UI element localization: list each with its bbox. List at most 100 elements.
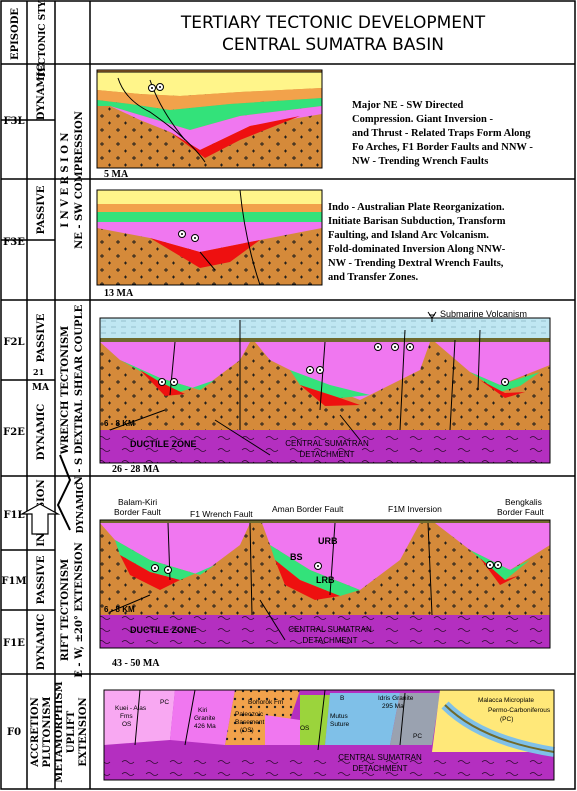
dynamic-arrow [19,454,72,535]
f0-malacca-line1: Malacca Microplate [478,697,534,704]
regime-f0-metamorphism: METAMORPHISM [54,681,65,782]
page-title-line2: CENTRAL SUMATRA BASIN [222,35,444,55]
style-f1e: DYNAMIC [36,614,47,670]
episode-label-f1l: F1L [3,510,24,521]
style-f3l: DYNAMIC [36,64,47,120]
f0-mutus-line1: Mutus [330,713,348,720]
desc-f3l-line1: Major NE - SW Directed [352,100,464,111]
style-ma: MA [32,383,50,393]
f0-paleo-line3: (OS) [240,727,254,734]
f0-malacca-line3: (PC) [500,716,513,723]
f2-ductile-zone: DUCTILE ZONE [130,439,197,449]
desc-f3e-line3: Faulting, and Island Arc Volcanism. [328,230,489,241]
f2-detachment-line1: CENTRAL SUMATRAN [285,439,369,448]
f1-f1m-inversion: F1M Inversion [388,504,442,514]
regime-f0-extension: EXTENSION [78,697,89,766]
section-f3l [96,69,323,169]
style-f2e: DYNAMIC [36,404,47,460]
f0-kuei-line2: Fms [120,713,133,720]
f0-paleo-line2: Basement [235,719,264,726]
f2-detachment-line2: DETACHMENT [300,450,355,459]
desc-f3e-line2: Initiate Barisan Subduction, Transform [328,216,506,227]
episode-label-f3e: F3E [3,237,25,248]
regime-f0-accretion: ACCRETION [30,697,41,768]
f1-balam-kiri-line1: Balam-Kiri [118,497,157,507]
f0-detachment-line1: CENTRAL SUMATRAN [338,753,422,762]
volcano-icon [427,311,437,322]
f0-kiri-line2: Granite [194,715,216,722]
episode-label-f1m: F1M [1,576,26,587]
f1-aman-border-fault: Aman Border Fault [272,504,344,514]
f0-pc1: PC [160,699,169,706]
desc-f3e-line6: and Transfer Zones. [328,272,419,283]
f0-kuei-line1: Kuei - Alas [115,705,147,712]
section-f2 [99,311,551,464]
desc-f3e-line4: Fold-dominated Inversion Along NNW- [328,244,506,255]
column-header-episode: EPISODE [10,8,21,60]
section-f3e [96,189,323,286]
f1-detachment-line1: CENTRAL SUMATRAN [288,625,372,634]
age-f1: 43 - 50 MA [112,658,160,669]
f0-kuei-line3: OS [122,721,132,728]
episode-label-f0: F0 [7,727,21,738]
f0-kiri-line1: Kiri [198,707,207,714]
f0-malacca-line2: Permo-Carboniferous [488,707,551,714]
desc-f3l-line2: Compression. Giant Inversion - [352,114,493,125]
desc-f3l-line5: NW - Trending Wrench Faults [352,156,488,167]
section-f1 [99,519,551,649]
f0-paleo-line1: Paleozoic [235,711,264,718]
age-f2: 26 - 28 MA [112,464,160,475]
age-f3l: 5 MA [104,169,129,180]
f0-b: B [340,695,344,702]
f0-pc2: PC [413,733,422,740]
desc-f3l-line3: and Thrust - Related Traps Form Along [352,128,531,139]
f0-idris-line2: 295 Ma [382,703,404,710]
regime-ew-extension: E - W, ±20° EXTENSION [74,542,85,677]
episode-label-f2l: F2L [3,337,24,348]
regime-f0-plutonism: PLUTONISM [42,697,53,768]
f1-lrb-label: LRB [316,575,335,585]
column-header-tectonic-style: TECTONIC STYLE [38,0,48,78]
style-ma21: 21 [33,367,44,377]
f0-bohorok: Bohorok Fm [248,699,283,706]
f1-bengkalis-line2: Border Fault [497,507,544,517]
f0-idris-line1: Idris Granite [378,695,414,702]
desc-f3e-line1: Indo - Australian Plate Reorganization. [328,202,505,213]
f1-detachment-line2: DETACHMENT [303,636,358,645]
f1-ductile-zone: DUCTILE ZONE [130,625,197,635]
regime-ne-sw-compression: NE - SW COMPRESSION [74,111,85,249]
f1-bengkalis-line1: Bengkalis [505,497,542,507]
f1-balam-kiri-line2: Border Fault [114,507,161,517]
style-f2l: PASSIVE [36,313,47,362]
desc-f3e-line5: NW - Trending Dextral Wrench Faults, [328,258,504,269]
desc-f3l: Major NE - SW Directed Compression. Gian… [352,100,533,167]
style-f1m: PASSIVE [36,555,47,604]
f1-bs-label: BS [290,552,303,562]
page-title-line1: TERTIARY TECTONIC DEVELOPMENT [180,13,486,33]
style-f3e: PASSIVE [36,185,47,234]
f1-urb-label: URB [318,536,338,546]
section-f0 [103,689,555,781]
desc-f3l-line4: Fo Arches, F1 Border Faults and NNW - [352,142,533,153]
desc-f3e: Indo - Australian Plate Reorganization. … [328,202,506,283]
f2-submarine-volcanism: Submarine Volcanism [440,309,527,319]
regime-rift-tectonism: RIFT TECTONISM [60,559,71,661]
regime-f0-uplift: UPLIFT [66,710,77,753]
f0-detachment-line2: DETACHMENT [353,764,408,773]
f2-depth-label: 6 - 8 KM [104,419,135,428]
episode-label-f2e: F2E [3,427,25,438]
regime-dextral-shear: N - S DEXTRAL SHEAR COUPLE [74,304,85,485]
regime-dynamic-arrow: DYNAMIC [76,483,86,534]
f0-os1: OS [300,725,310,732]
f1-depth-label: 6 - 8 KM [104,605,135,614]
f1-wrench-fault: F1 Wrench Fault [190,509,253,519]
episode-label-f1e: F1E [3,638,25,649]
episode-label-f3l: F3L [3,116,24,127]
f0-labels: Kuei - Alas Fms OS PC Kiri Granite 426 M… [115,695,551,740]
f0-kiri-line3: 426 Ma [194,723,216,730]
age-f3e: 13 MA [104,288,134,299]
f0-mutus-line2: Suture [330,721,350,728]
regime-inversion: I N V E R S I O N [60,132,71,227]
